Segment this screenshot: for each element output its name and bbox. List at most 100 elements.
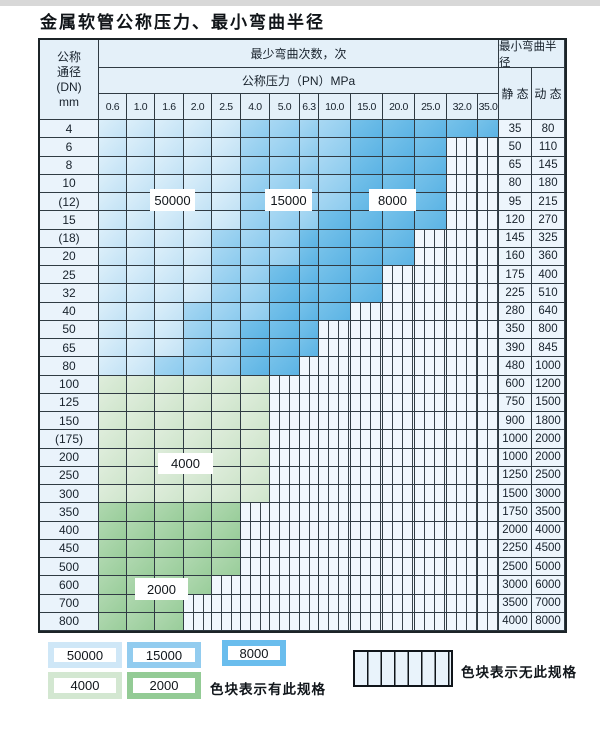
dn-cell: 65 — [40, 339, 99, 358]
dn-cell: 700 — [40, 594, 99, 613]
static-radius-value: 4000 — [499, 612, 532, 631]
spec-cell — [478, 266, 499, 285]
static-radius-value: 600 — [499, 375, 532, 394]
spec-cell — [184, 229, 212, 248]
region-label-2000: 2000 — [135, 578, 188, 600]
static-radius-value: 145 — [499, 229, 532, 248]
spec-cell — [184, 521, 212, 540]
spec-cell — [319, 412, 351, 431]
spec-cell — [184, 320, 212, 339]
spec-cell — [319, 375, 351, 394]
spec-cell — [300, 466, 319, 485]
spec-cell — [212, 375, 241, 394]
spec-cell — [155, 156, 184, 175]
bend-cycles-header: 最少弯曲次数，次 — [99, 40, 499, 68]
spec-cell — [447, 594, 478, 613]
spec-cell — [212, 229, 241, 248]
spec-cell — [351, 320, 383, 339]
static-radius-value: 750 — [499, 393, 532, 412]
spec-cell — [351, 521, 383, 540]
pressure-tick: 0.6 — [99, 94, 127, 120]
spec-cell — [383, 539, 415, 558]
spec-cell — [415, 156, 447, 175]
dynamic-radius-value: 5000 — [532, 558, 565, 577]
pressure-tick: 4.0 — [241, 94, 270, 120]
spec-cell — [155, 284, 184, 303]
spec-cell — [447, 174, 478, 193]
static-radius-value: 1500 — [499, 485, 532, 504]
spec-cell — [415, 539, 447, 558]
spec-cell — [241, 466, 270, 485]
spec-cell — [127, 521, 155, 540]
spec-cell — [478, 138, 499, 157]
dynamic-radius-value: 1200 — [532, 375, 565, 394]
spec-cell — [212, 594, 241, 613]
spec-cell — [155, 138, 184, 157]
spec-cell — [447, 576, 478, 595]
dn-cell: 25 — [40, 266, 99, 285]
spec-cell — [127, 485, 155, 504]
spec-cell — [184, 503, 212, 522]
spec-cell — [99, 120, 127, 139]
spec-cell — [270, 339, 300, 358]
static-radius-value: 35 — [499, 120, 532, 139]
spec-cell — [300, 576, 319, 595]
spec-cell — [478, 284, 499, 303]
spec-cell — [319, 211, 351, 230]
spec-cell — [212, 156, 241, 175]
spec-cell — [212, 211, 241, 230]
dynamic-radius-value: 270 — [532, 211, 565, 230]
spec-cell — [270, 448, 300, 467]
spec-cell — [184, 594, 212, 613]
spec-cell — [212, 339, 241, 358]
spec-cell — [184, 138, 212, 157]
spec-cell — [99, 466, 127, 485]
spec-cell — [99, 320, 127, 339]
spec-cell — [319, 576, 351, 595]
spec-cell — [383, 266, 415, 285]
pressure-tick: 15.0 — [351, 94, 383, 120]
spec-cell — [300, 594, 319, 613]
spec-cell — [127, 412, 155, 431]
spec-cell — [447, 357, 478, 376]
spec-cell — [241, 521, 270, 540]
spec-cell — [319, 120, 351, 139]
spec-cell — [270, 393, 300, 412]
spec-cell — [99, 284, 127, 303]
spec-cell — [270, 357, 300, 376]
spec-cell — [319, 521, 351, 540]
static-radius-value: 175 — [499, 266, 532, 285]
dn-cell: 80 — [40, 357, 99, 376]
spec-cell — [415, 558, 447, 577]
spec-cell — [478, 320, 499, 339]
pressure-tick: 2.0 — [184, 94, 212, 120]
dn-cell: 600 — [40, 576, 99, 595]
spec-cell — [300, 266, 319, 285]
spec-cell — [270, 558, 300, 577]
spec-cell — [212, 485, 241, 504]
spec-cell — [415, 320, 447, 339]
spec-cell — [319, 193, 351, 212]
spec-cell — [99, 193, 127, 212]
spec-cell — [447, 156, 478, 175]
spec-cell — [415, 594, 447, 613]
pressure-tick: 5.0 — [270, 94, 300, 120]
spec-cell — [241, 558, 270, 577]
static-column-header: 静 态 — [499, 68, 532, 120]
spec-cell — [319, 393, 351, 412]
spec-cell — [319, 138, 351, 157]
spec-cell — [270, 266, 300, 285]
spec-cell — [212, 138, 241, 157]
spec-cell — [478, 229, 499, 248]
pressure-tick: 35.0 — [478, 94, 499, 120]
spec-cell — [478, 612, 499, 631]
spec-cell — [270, 485, 300, 504]
spec-cell — [447, 266, 478, 285]
spec-cell — [478, 539, 499, 558]
spec-cell — [241, 266, 270, 285]
spec-cell — [127, 120, 155, 139]
spec-cell — [212, 120, 241, 139]
spec-cell — [478, 156, 499, 175]
pressure-tick: 6.3 — [300, 94, 319, 120]
